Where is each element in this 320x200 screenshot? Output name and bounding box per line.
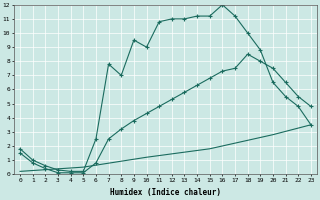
X-axis label: Humidex (Indice chaleur): Humidex (Indice chaleur) <box>110 188 221 197</box>
